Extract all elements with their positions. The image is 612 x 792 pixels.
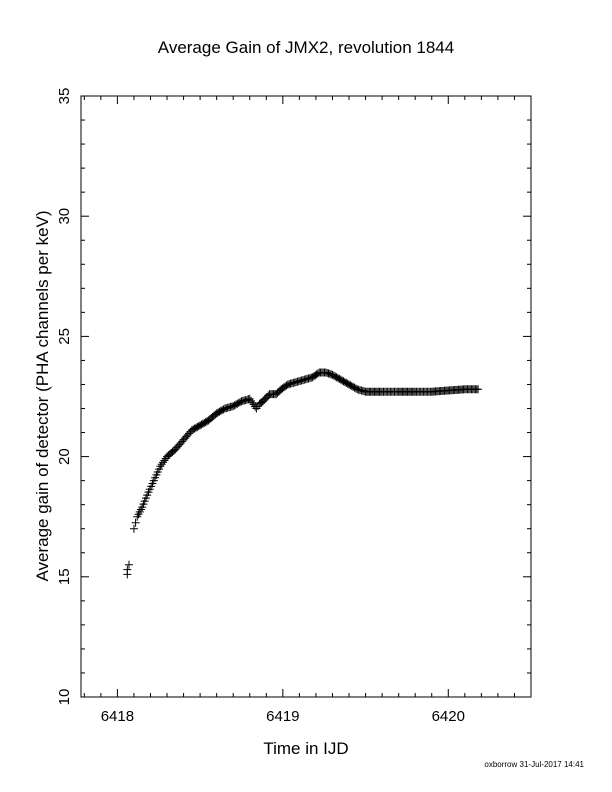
x-tick-label: 6418 [101,708,134,725]
footer-credit: oxborrow 31-Jul-2017 14:41 [484,760,584,769]
y-tick-label: 15 [56,568,73,585]
y-axis-tick-labels: 10 15 20 25 30 35 [56,88,73,706]
data-point [129,524,138,533]
data-point [474,385,483,394]
data-series [123,368,483,579]
plot-frame [80,95,532,698]
chart-title: Average Gain of JMX2, revolution 1844 [158,38,454,57]
y-tick-label: 25 [56,328,73,345]
y-tick-label: 35 [56,88,73,105]
data-point-fill [131,518,140,527]
data-point [123,565,132,574]
y-axis-label: Average gain of detector (PHA channels p… [33,210,52,581]
y-axis-ticks [81,95,531,698]
x-tick-label: 6420 [432,708,465,725]
y-tick-label: 30 [56,208,73,225]
x-axis-ticks [83,96,532,697]
x-axis-label: Time in IJD [263,739,348,758]
data-point [124,560,133,569]
y-tick-label: 10 [56,689,73,706]
x-tick-label: 6419 [266,708,299,725]
y-tick-label: 20 [56,448,73,465]
x-axis-tick-labels: 6418 6419 6420 [101,708,465,725]
